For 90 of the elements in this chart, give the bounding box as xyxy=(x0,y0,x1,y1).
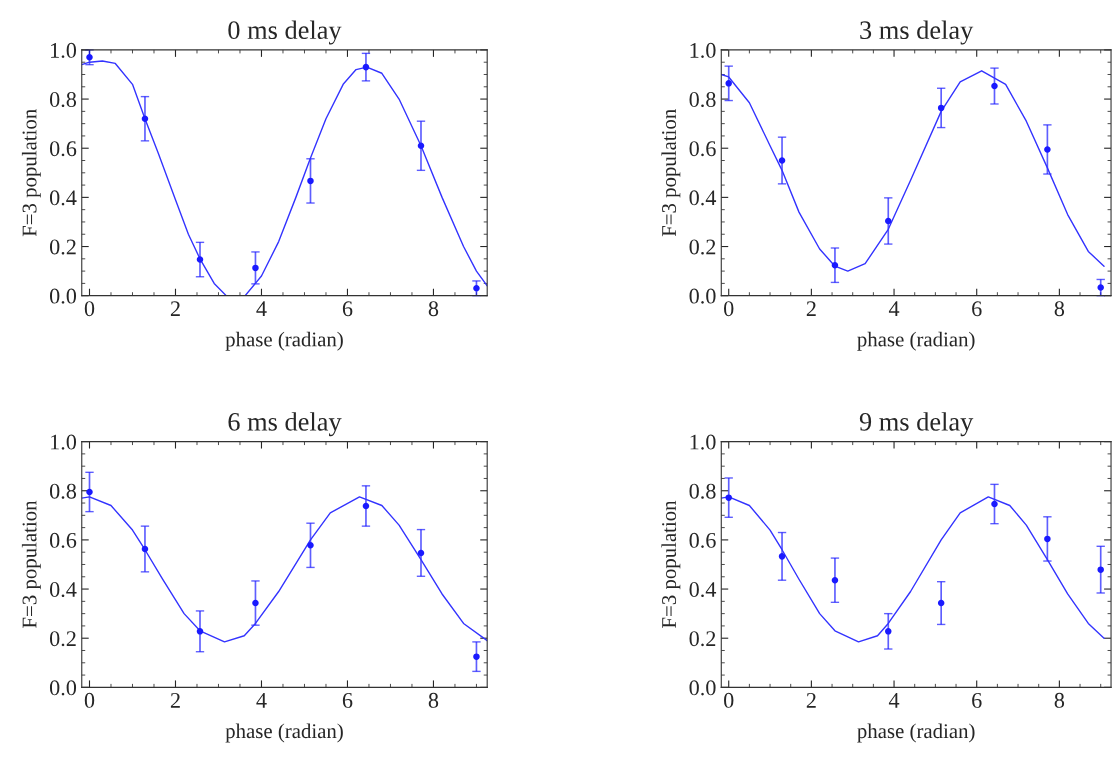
point xyxy=(937,599,945,607)
point xyxy=(1044,146,1051,153)
x-tick-label: 8 xyxy=(428,301,439,317)
y-axis-title: F=3 population xyxy=(661,500,681,628)
y-tick-label: 0.0 xyxy=(49,680,77,696)
x-tick-label: 2 xyxy=(806,692,816,708)
x-axis-title: phase (radian) xyxy=(857,723,975,743)
point xyxy=(196,256,204,263)
x-tick-label: 4 xyxy=(888,301,900,316)
y-tick-label: 0.2 xyxy=(689,239,716,255)
x-tick-label: 6 xyxy=(342,301,353,317)
point xyxy=(831,261,839,269)
x-tick-label: 4 xyxy=(256,301,267,316)
point xyxy=(362,502,370,510)
y-tick-label: 0.8 xyxy=(49,483,77,499)
x-tick-label: 8 xyxy=(1054,692,1065,708)
x-tick-label: 2 xyxy=(170,301,180,316)
y-tick-label: 1.0 xyxy=(690,42,716,58)
chart-title: 6 ms delay xyxy=(228,412,342,437)
point xyxy=(1097,566,1104,573)
y-tick-label: 0.0 xyxy=(689,288,716,304)
point xyxy=(1097,284,1104,291)
y-tick-label: 0.2 xyxy=(49,239,76,255)
point xyxy=(307,542,314,549)
y-axis-title: F=3 population xyxy=(21,109,41,237)
y-tick-label: 0.0 xyxy=(49,288,77,304)
x-tick-label: 4 xyxy=(256,693,267,708)
y-tick-label: 0.6 xyxy=(689,532,716,548)
x-tick-label: 8 xyxy=(428,692,439,708)
point xyxy=(778,553,786,560)
point xyxy=(196,628,204,635)
point xyxy=(991,82,998,90)
y-tick-label: 0.6 xyxy=(689,141,716,157)
y-axis-title: F=3 population xyxy=(661,109,681,237)
point xyxy=(252,264,259,272)
x-tick-label: 4 xyxy=(888,693,900,708)
x-tick-label: 2 xyxy=(170,692,180,708)
x-tick-label: 0 xyxy=(84,301,95,317)
y-tick-label: 1.0 xyxy=(51,42,77,58)
point xyxy=(307,177,314,185)
x-axis-title: phase (radian) xyxy=(225,331,343,351)
point xyxy=(86,54,93,61)
line-series xyxy=(721,496,1105,643)
y-tick-label: 0.2 xyxy=(689,631,716,647)
x-tick-label: 6 xyxy=(972,692,982,708)
point xyxy=(473,285,480,292)
y-tick-label: 0.4 xyxy=(49,190,77,206)
point xyxy=(831,576,839,584)
y-tick-label: 0.8 xyxy=(49,92,77,108)
y-tick-label: 0.4 xyxy=(49,581,77,598)
point xyxy=(885,628,892,635)
y-tick-label: 0.6 xyxy=(49,532,77,548)
x-axis-title: phase (radian) xyxy=(857,331,975,351)
y-tick-label: 1.0 xyxy=(690,434,716,450)
chart-title: 3 ms delay xyxy=(860,20,974,45)
y-tick-label: 1.0 xyxy=(51,434,77,450)
y-tick-label: 0.4 xyxy=(689,581,717,598)
point xyxy=(1044,535,1051,543)
point xyxy=(141,115,149,122)
y-axis-title: F=3 population xyxy=(21,500,41,628)
line-series xyxy=(721,70,1105,272)
y-tick-label: 0.8 xyxy=(689,92,716,108)
point xyxy=(725,494,732,501)
point xyxy=(417,142,425,150)
point xyxy=(473,653,480,660)
x-tick-label: 0 xyxy=(724,692,734,708)
point xyxy=(417,549,425,557)
point xyxy=(725,80,732,87)
x-tick-label: 6 xyxy=(342,692,353,708)
x-tick-label: 0 xyxy=(84,692,95,708)
x-tick-label: 6 xyxy=(972,301,982,317)
point xyxy=(778,157,786,164)
point xyxy=(362,63,370,71)
chart-title: 9 ms delay xyxy=(859,412,974,437)
y-tick-label: 0.2 xyxy=(49,631,76,647)
x-tick-label: 2 xyxy=(806,301,816,316)
point xyxy=(937,104,945,112)
y-tick-label: 0.4 xyxy=(689,190,717,206)
y-tick-label: 0.0 xyxy=(689,680,716,696)
point xyxy=(252,599,259,607)
x-tick-label: 0 xyxy=(724,301,734,317)
point xyxy=(141,545,149,553)
point xyxy=(86,488,93,496)
x-axis-title: phase (radian) xyxy=(225,723,343,743)
y-tick-label: 0.6 xyxy=(49,141,77,157)
point xyxy=(991,500,998,508)
chart-title: 0 ms delay xyxy=(228,20,342,45)
point xyxy=(885,217,892,225)
x-tick-label: 8 xyxy=(1054,301,1065,317)
y-tick-label: 0.8 xyxy=(689,483,716,499)
